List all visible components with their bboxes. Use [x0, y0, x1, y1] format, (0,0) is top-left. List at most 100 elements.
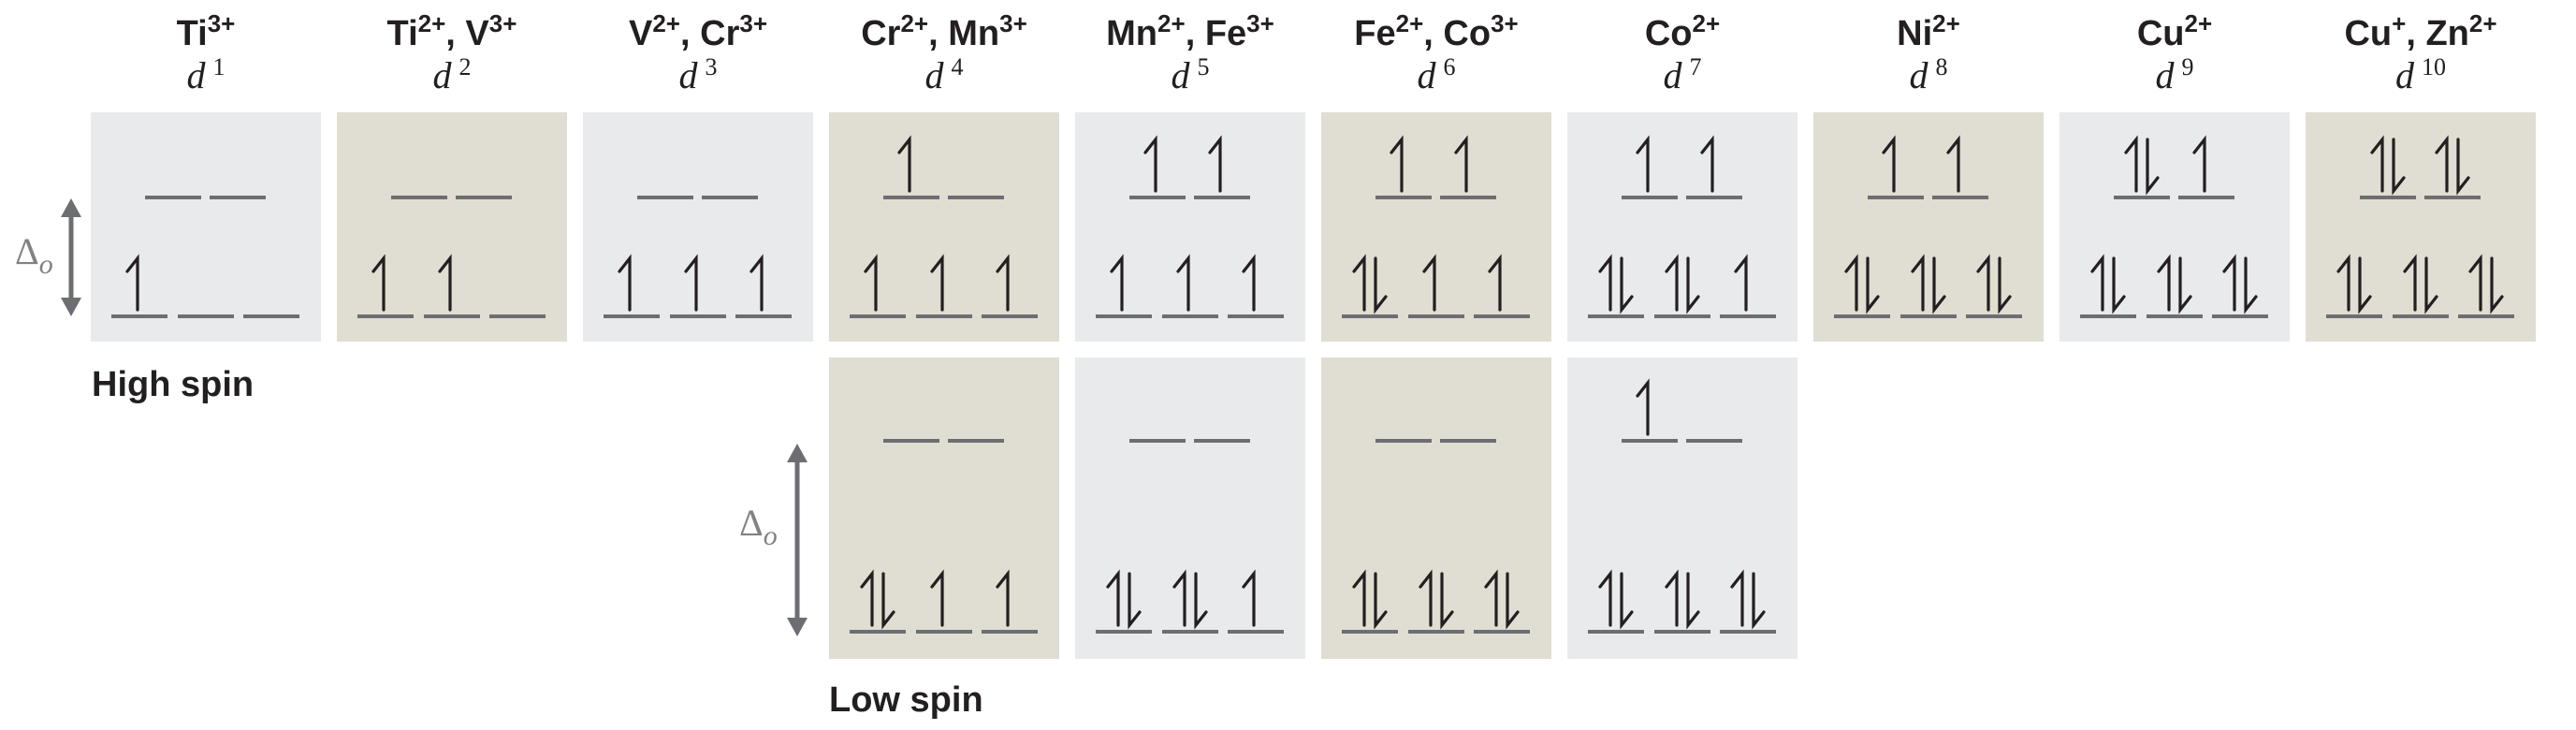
- d-letter: d: [432, 54, 458, 96]
- low-t2g-2-spin-up-arrow: [1172, 569, 1186, 627]
- high-eg-2-spin-up-arrow: [1700, 135, 1714, 193]
- ion-separator: ,: [445, 14, 465, 53]
- low-t2g-2-spin-down-arrow: [1194, 572, 1208, 630]
- d-letter: d: [2155, 54, 2181, 96]
- ion-symbol: Cu: [2137, 14, 2185, 53]
- ion-charge: 3+: [208, 9, 236, 37]
- high-spin-panel-d9: [2059, 112, 2290, 342]
- high-t2g-2-spin-up-arrow: [1422, 254, 1436, 312]
- high-t2g-3-spin-down-arrow: [2490, 256, 2504, 314]
- low-t2g-1-spin-down-arrow: [1128, 572, 1142, 630]
- high-eg-orbital-2: [1932, 135, 1988, 199]
- high-t2g-orbital-2: [2147, 254, 2203, 318]
- high-spin-panel-background: [91, 112, 321, 342]
- high-t2g-orbital-3: [735, 254, 792, 318]
- low-t2g-3-spin-down-arrow: [1506, 572, 1520, 630]
- ion-separator: ,: [2406, 14, 2425, 53]
- ion-symbol: Cr: [861, 14, 900, 53]
- d-electron-count: 6: [1444, 53, 1456, 80]
- high-eg-1-spin-up-arrow: [1390, 135, 1404, 193]
- low-t2g-1-spin-up-arrow: [1352, 569, 1366, 627]
- low-t2g-orbital-2: [1654, 569, 1710, 634]
- low-t2g-2-spin-up-arrow: [930, 569, 944, 627]
- high-t2g-1-spin-up-arrow: [2090, 254, 2104, 312]
- low-spin-panel-d7: [1567, 358, 1797, 659]
- d-electron-count: 10: [2422, 53, 2446, 80]
- d-config-d5: d 5: [1171, 53, 1209, 96]
- high-spin-panel-d8: [1813, 112, 2044, 342]
- high-t2g-2-spin-up-arrow: [1911, 254, 1925, 312]
- high-t2g-orbital-3: [1474, 254, 1530, 318]
- low-spin-panel-background: [1321, 358, 1551, 659]
- high-t2g-orbital-1: [2080, 254, 2136, 318]
- high-t2g-orbital-3: [2212, 254, 2268, 318]
- ion-header-d7: Co2+​: [1645, 9, 1720, 53]
- low-spin-gap-arrow: [787, 444, 808, 636]
- d-electron-count: 8: [1936, 53, 1948, 80]
- low-spin-panel-d6: [1321, 358, 1551, 659]
- high-t2g-2-spin-down-arrow: [2178, 256, 2192, 314]
- high-eg-2-spin-down-arrow: [2456, 138, 2470, 196]
- high-eg-orbital-1: [1129, 135, 1186, 199]
- low-eg-orbital-1: [1622, 378, 1678, 443]
- high-eg-orbital-2: [1194, 135, 1250, 199]
- high-t2g-orbital-1: [1588, 254, 1644, 318]
- ion-charge: 3+: [489, 9, 517, 37]
- d-config-d4: d 4: [924, 53, 963, 96]
- ion-charge: 2+: [652, 9, 680, 37]
- high-t2g-1-spin-down-arrow: [1374, 256, 1388, 314]
- high-spin-panel-background: [1567, 112, 1797, 342]
- ion-symbol: Ni: [1897, 14, 1932, 53]
- high-t2g-1-spin-down-arrow: [1866, 256, 1880, 314]
- low-t2g-orbital-3: [1474, 569, 1530, 634]
- d-letter: d: [924, 54, 951, 96]
- high-eg-1-spin-up-arrow: [2124, 135, 2138, 193]
- low-t2g-3-spin-up-arrow: [1730, 569, 1744, 627]
- high-t2g-1-spin-up-arrow: [1844, 254, 1858, 312]
- d-electron-count: 3: [706, 53, 718, 80]
- high-eg-orbital-1: [1868, 135, 1924, 199]
- ion-symbol: Co: [1645, 14, 1693, 53]
- ion-charge: 2+: [2185, 9, 2213, 37]
- ion-separator: ,: [1423, 14, 1443, 53]
- high-eg-orbital-1: [2360, 135, 2416, 199]
- low-t2g-2-spin-down-arrow: [1686, 572, 1700, 630]
- high-t2g-orbital-2: [1654, 254, 1710, 318]
- high-t2g-2-spin-down-arrow: [1932, 256, 1946, 314]
- ion-charge: 3+: [999, 9, 1027, 37]
- high-eg-1-spin-down-arrow: [2146, 138, 2160, 196]
- ion-header-d10: Cu+​, Zn2+​: [2344, 9, 2496, 53]
- low-t2g-orbital-3: [1720, 569, 1776, 634]
- ion-charge: 3+: [739, 9, 767, 37]
- ion-charge: 2+: [900, 9, 928, 37]
- ion-symbol: Fe: [1205, 14, 1246, 53]
- high-t2g-1-spin-up-arrow: [864, 254, 878, 312]
- low-t2g-2-spin-up-arrow: [1665, 569, 1679, 627]
- high-spin-panel-background: [2059, 112, 2290, 342]
- ion-charge: 2+: [1157, 9, 1186, 37]
- low-t2g-1-spin-up-arrow: [1598, 569, 1612, 627]
- low-t2g-orbital-1: [1588, 569, 1644, 634]
- high-t2g-3-spin-up-arrow: [996, 254, 1010, 312]
- high-t2g-3-spin-up-arrow: [1976, 254, 1990, 312]
- high-spin-panel-d2: [337, 112, 567, 342]
- d-letter: d: [1663, 54, 1689, 96]
- high-eg-orbital-1: [883, 135, 939, 199]
- low-t2g-3-spin-up-arrow: [1242, 569, 1256, 627]
- low-t2g-orbital-1: [1096, 569, 1152, 634]
- high-t2g-orbital-1: [1096, 254, 1152, 318]
- ion-separator: ,: [1186, 14, 1205, 53]
- high-t2g-orbital-2: [424, 254, 480, 318]
- d-config-d3: d 3: [678, 53, 717, 96]
- high-spin-panel-d1: [91, 112, 321, 342]
- high-eg-1-spin-up-arrow: [1143, 135, 1157, 193]
- d-config-d6: d 6: [1417, 53, 1455, 96]
- d-letter: d: [1417, 54, 1443, 96]
- d-letter: d: [1909, 54, 1935, 96]
- high-t2g-1-spin-up-arrow: [2336, 254, 2350, 312]
- ion-header-d5: Mn2+​, Fe3+​: [1106, 9, 1274, 53]
- ion-charge: 3+: [1491, 9, 1519, 37]
- ion-symbol: V: [465, 14, 489, 53]
- high-t2g-3-spin-up-arrow: [1242, 254, 1256, 312]
- low-t2g-orbital-3: [982, 569, 1038, 634]
